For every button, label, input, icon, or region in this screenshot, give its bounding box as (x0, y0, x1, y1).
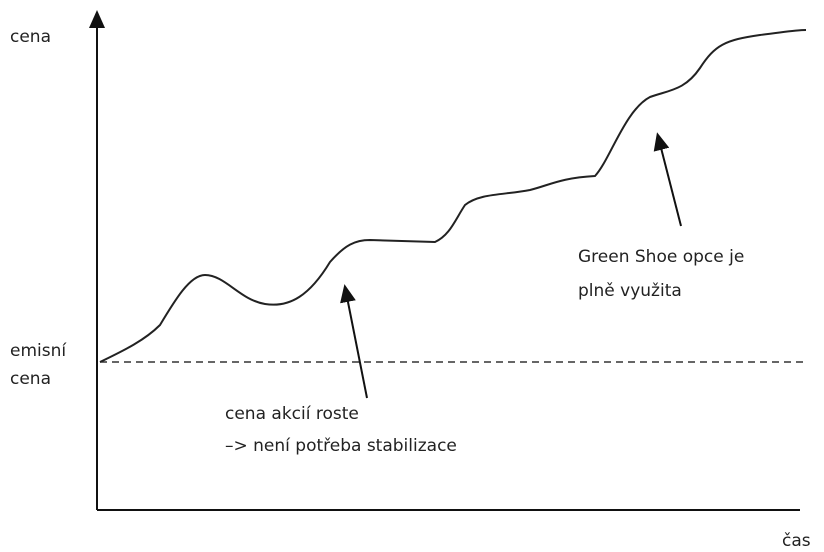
reference-label: emisní (10, 341, 67, 361)
annotation-text: plně využita (578, 281, 682, 301)
annotation-text: –> není potřeba stabilizace (225, 436, 457, 456)
annotation-arrow (653, 132, 682, 227)
reference-label: cena (10, 369, 51, 389)
annotation-text: cena akcií roste (225, 404, 359, 424)
annotation-arrow (340, 284, 368, 399)
x-axis-label: čas (782, 531, 811, 551)
price-curve (99, 29, 807, 363)
annotation-text: Green Shoe opce je (578, 247, 744, 267)
y-axis-label: cena (10, 27, 51, 47)
